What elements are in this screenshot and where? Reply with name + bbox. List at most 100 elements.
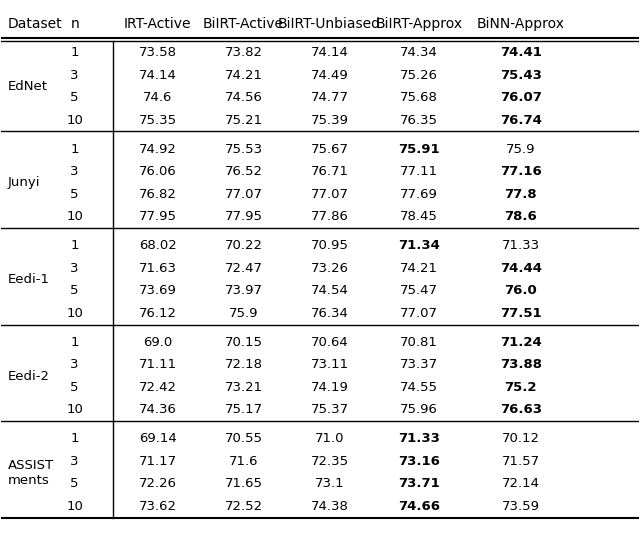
- Text: 71.24: 71.24: [500, 336, 541, 349]
- Text: 71.65: 71.65: [225, 478, 262, 490]
- Text: 72.47: 72.47: [225, 262, 262, 275]
- Text: 75.39: 75.39: [310, 114, 349, 127]
- Text: 10: 10: [66, 307, 83, 320]
- Text: 72.42: 72.42: [138, 381, 177, 394]
- Text: 71.57: 71.57: [502, 455, 540, 468]
- Text: BiIRT-Approx: BiIRT-Approx: [375, 17, 462, 31]
- Text: 75.21: 75.21: [225, 114, 262, 127]
- Text: EdNet: EdNet: [8, 80, 48, 93]
- Text: 73.26: 73.26: [310, 262, 349, 275]
- Text: 74.6: 74.6: [143, 91, 172, 104]
- Text: 70.22: 70.22: [225, 239, 262, 252]
- Text: 73.97: 73.97: [225, 284, 262, 297]
- Text: 77.07: 77.07: [310, 188, 349, 201]
- Text: 74.55: 74.55: [400, 381, 438, 394]
- Text: 5: 5: [70, 284, 79, 297]
- Text: 73.71: 73.71: [398, 478, 440, 490]
- Text: 75.35: 75.35: [138, 114, 177, 127]
- Text: 77.95: 77.95: [138, 210, 177, 223]
- Text: 76.06: 76.06: [139, 165, 177, 178]
- Text: 75.37: 75.37: [310, 403, 349, 416]
- Text: 73.82: 73.82: [225, 46, 262, 59]
- Text: n: n: [70, 17, 79, 31]
- Text: 77.8: 77.8: [504, 188, 537, 201]
- Text: 77.07: 77.07: [400, 307, 438, 320]
- Text: 5: 5: [70, 381, 79, 394]
- Text: 5: 5: [70, 188, 79, 201]
- Text: 69.0: 69.0: [143, 336, 172, 349]
- Text: 74.34: 74.34: [400, 46, 438, 59]
- Text: 74.77: 74.77: [310, 91, 349, 104]
- Text: 75.9: 75.9: [506, 143, 536, 156]
- Text: IRT-Active: IRT-Active: [124, 17, 191, 31]
- Text: 74.49: 74.49: [310, 68, 348, 82]
- Text: 73.16: 73.16: [398, 455, 440, 468]
- Text: 77.11: 77.11: [400, 165, 438, 178]
- Text: 74.44: 74.44: [500, 262, 541, 275]
- Text: 75.26: 75.26: [400, 68, 438, 82]
- Text: 74.92: 74.92: [139, 143, 177, 156]
- Text: 73.11: 73.11: [310, 358, 349, 371]
- Text: Junyi: Junyi: [8, 176, 40, 190]
- Text: 70.64: 70.64: [310, 336, 348, 349]
- Text: 70.95: 70.95: [310, 239, 349, 252]
- Text: 74.19: 74.19: [310, 381, 349, 394]
- Text: 70.12: 70.12: [502, 432, 540, 445]
- Text: 72.18: 72.18: [225, 358, 262, 371]
- Text: 75.17: 75.17: [225, 403, 262, 416]
- Text: 76.0: 76.0: [504, 284, 537, 297]
- Text: BiIRT-Unbiased: BiIRT-Unbiased: [278, 17, 381, 31]
- Text: 1: 1: [70, 143, 79, 156]
- Text: 72.26: 72.26: [138, 478, 177, 490]
- Text: 76.71: 76.71: [310, 165, 349, 178]
- Text: 75.67: 75.67: [310, 143, 349, 156]
- Text: 10: 10: [66, 114, 83, 127]
- Text: 71.33: 71.33: [502, 239, 540, 252]
- Text: 75.43: 75.43: [500, 68, 541, 82]
- Text: 68.02: 68.02: [139, 239, 177, 252]
- Text: 77.86: 77.86: [310, 210, 349, 223]
- Text: Eedi-1: Eedi-1: [8, 273, 50, 286]
- Text: 3: 3: [70, 165, 79, 178]
- Text: 72.35: 72.35: [310, 455, 349, 468]
- Text: BiNN-Approx: BiNN-Approx: [477, 17, 564, 31]
- Text: 71.0: 71.0: [315, 432, 344, 445]
- Text: 78.6: 78.6: [504, 210, 537, 223]
- Text: 71.34: 71.34: [398, 239, 440, 252]
- Text: 71.11: 71.11: [138, 358, 177, 371]
- Text: 75.47: 75.47: [400, 284, 438, 297]
- Text: 70.55: 70.55: [225, 432, 262, 445]
- Text: 77.69: 77.69: [400, 188, 438, 201]
- Text: 77.51: 77.51: [500, 307, 541, 320]
- Text: 75.68: 75.68: [400, 91, 438, 104]
- Text: 69.14: 69.14: [139, 432, 177, 445]
- Text: 74.14: 74.14: [310, 46, 349, 59]
- Text: 73.69: 73.69: [139, 284, 177, 297]
- Text: 73.59: 73.59: [502, 500, 540, 513]
- Text: 76.34: 76.34: [310, 307, 349, 320]
- Text: 73.37: 73.37: [400, 358, 438, 371]
- Text: 74.36: 74.36: [139, 403, 177, 416]
- Text: 10: 10: [66, 210, 83, 223]
- Text: 74.21: 74.21: [400, 262, 438, 275]
- Text: 3: 3: [70, 455, 79, 468]
- Text: Dataset: Dataset: [8, 17, 62, 31]
- Text: 1: 1: [70, 239, 79, 252]
- Text: 71.63: 71.63: [138, 262, 177, 275]
- Text: 73.21: 73.21: [225, 381, 262, 394]
- Text: Eedi-2: Eedi-2: [8, 370, 50, 383]
- Text: 1: 1: [70, 336, 79, 349]
- Text: 73.1: 73.1: [315, 478, 344, 490]
- Text: 74.14: 74.14: [139, 68, 177, 82]
- Text: 76.12: 76.12: [138, 307, 177, 320]
- Text: 75.53: 75.53: [225, 143, 262, 156]
- Text: 73.88: 73.88: [500, 358, 541, 371]
- Text: 71.17: 71.17: [138, 455, 177, 468]
- Text: 74.38: 74.38: [310, 500, 349, 513]
- Text: 71.6: 71.6: [228, 455, 259, 468]
- Text: 75.2: 75.2: [504, 381, 537, 394]
- Text: 5: 5: [70, 478, 79, 490]
- Text: 1: 1: [70, 432, 79, 445]
- Text: 72.52: 72.52: [225, 500, 262, 513]
- Text: 76.52: 76.52: [225, 165, 262, 178]
